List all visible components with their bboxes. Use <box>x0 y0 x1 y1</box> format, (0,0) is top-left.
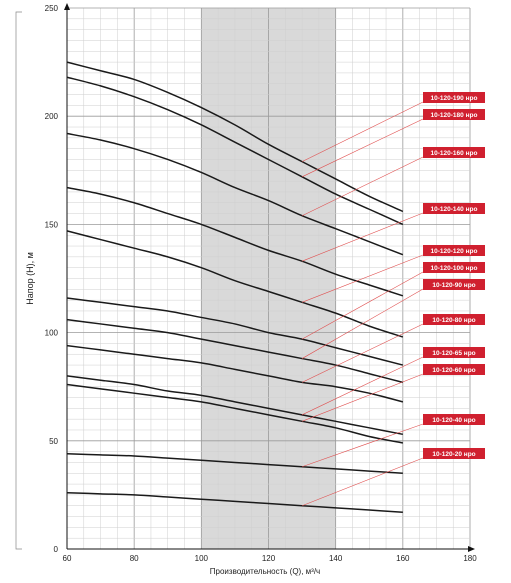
series-line <box>66 61 404 213</box>
series-label: 10-120-100 нро <box>431 265 478 272</box>
series-label-box <box>423 347 485 358</box>
series-label: 10-120-20 нро <box>432 451 475 458</box>
series-line <box>66 76 404 226</box>
series-line <box>66 344 404 403</box>
leader-line <box>301 323 424 383</box>
series-line <box>66 383 403 444</box>
x-axis-title: Производительность (Q), м³/ч <box>210 567 320 576</box>
y-tick-label: 200 <box>45 112 59 121</box>
y-tick-label: 150 <box>45 220 59 229</box>
leader-line <box>301 457 424 506</box>
y-tick-label: 0 <box>54 545 59 554</box>
y-axis-bracket <box>15 11 22 550</box>
series-label-box <box>423 314 485 325</box>
series-line <box>66 230 404 338</box>
series-line <box>66 318 404 384</box>
x-tick-label: 80 <box>130 554 139 563</box>
y-tick-label: 50 <box>49 437 58 446</box>
series-label-box <box>423 92 485 103</box>
series-label-box <box>423 448 485 459</box>
series-label: 10-120-65 нро <box>432 350 475 357</box>
series-label-box <box>423 262 485 273</box>
series-line <box>66 491 403 513</box>
x-tick-label: 160 <box>396 554 410 563</box>
series-label: 10-120-80 нро <box>432 317 475 324</box>
y-tick-label: 250 <box>45 4 59 13</box>
series-label-box <box>423 203 485 214</box>
x-tick-label: 60 <box>63 554 72 563</box>
series-label: 10-120-160 нро <box>431 150 478 157</box>
series-line <box>66 453 403 475</box>
x-tick-label: 140 <box>329 554 343 563</box>
x-tick-label: 120 <box>262 554 276 563</box>
series-label-box <box>423 245 485 256</box>
leader-line <box>301 271 424 340</box>
leader-line <box>301 254 424 303</box>
series-label: 10-120-40 нро <box>432 417 475 424</box>
series-line <box>66 132 404 256</box>
series-label: 10-120-140 нро <box>431 206 478 213</box>
leader-line <box>301 288 424 359</box>
leader-line <box>301 156 424 217</box>
y-tick-label: 100 <box>45 329 59 338</box>
leader-line <box>301 356 424 416</box>
series-label: 10-120-180 нро <box>431 112 478 119</box>
y-axis-arrow <box>64 3 70 10</box>
x-axis-arrow <box>468 546 475 552</box>
series-label: 10-120-120 нро <box>431 248 478 255</box>
leader-line <box>301 373 424 422</box>
series-label-box <box>423 279 485 290</box>
series-label: 10-120-60 нро <box>432 367 475 374</box>
series-label: 10-120-90 нро <box>432 282 475 289</box>
leader-line <box>301 118 424 178</box>
leader-line <box>301 423 424 468</box>
series-label-box <box>423 147 485 158</box>
series-label: 10-120-190 нро <box>431 95 478 102</box>
series-line <box>66 297 404 366</box>
series-line <box>66 375 403 436</box>
x-tick-label: 100 <box>195 554 209 563</box>
x-tick-label: 180 <box>463 554 477 563</box>
series-line <box>66 186 404 297</box>
leader-line <box>301 212 424 262</box>
series-label-box <box>423 109 485 120</box>
y-axis-title: Напор (H), м <box>25 252 35 305</box>
series-label-box <box>423 414 485 425</box>
leader-line <box>301 101 424 162</box>
series-label-box <box>423 364 485 375</box>
